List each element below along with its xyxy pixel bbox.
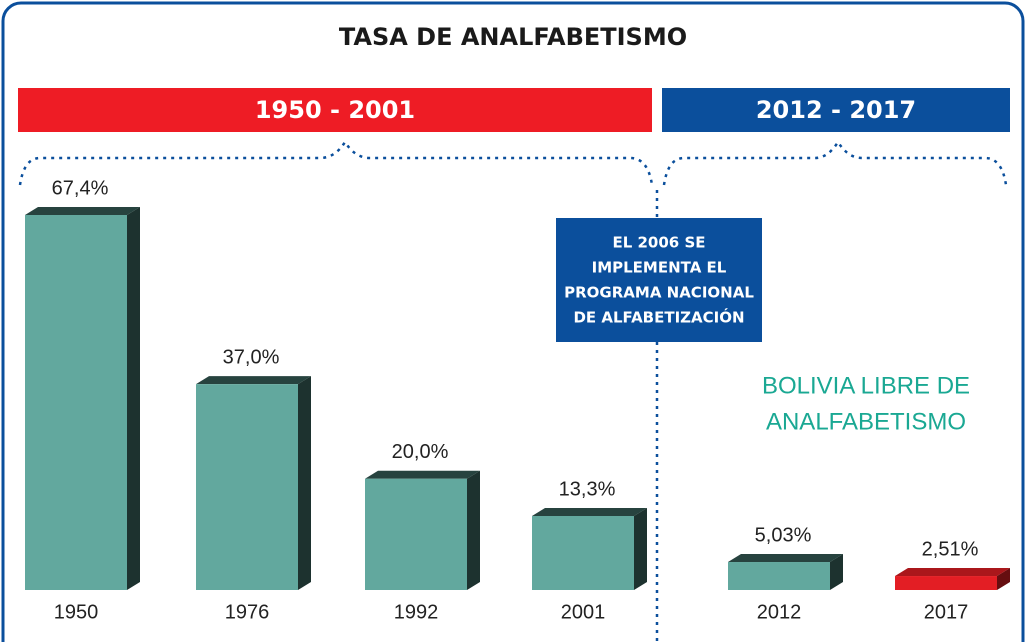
- value-label: 67,4%: [52, 177, 109, 199]
- bar-top: [532, 508, 647, 517]
- period-label: 2012 - 2017: [756, 96, 916, 124]
- bar-top: [895, 568, 1010, 577]
- value-label: 13,3%: [559, 478, 616, 500]
- bar: [532, 516, 634, 590]
- x-tick-label: 2012: [757, 601, 802, 623]
- bar-side: [830, 554, 843, 590]
- bar-side: [127, 207, 140, 590]
- bar: [728, 562, 830, 590]
- bar-top: [728, 554, 843, 563]
- period-band: [18, 88, 652, 132]
- note-box: [556, 218, 762, 342]
- bar: [895, 576, 997, 590]
- bar-side: [634, 508, 647, 590]
- value-label: 5,03%: [755, 524, 812, 546]
- chart-title: TASA DE ANALFABETISMO: [339, 23, 687, 51]
- x-tick-label: 2017: [924, 601, 969, 623]
- value-label: 2,51%: [922, 538, 979, 560]
- value-label: 37,0%: [223, 346, 280, 368]
- note-line: IMPLEMENTA EL: [592, 259, 727, 277]
- bar-top: [25, 207, 140, 215]
- note-line: DE ALFABETIZACIÓN: [573, 308, 744, 327]
- annotation-line: ANALFABETISMO: [766, 408, 966, 435]
- bar-side: [997, 568, 1010, 590]
- x-tick-label: 1976: [225, 601, 270, 623]
- period-label: 1950 - 2001: [255, 96, 415, 124]
- bar: [196, 384, 298, 590]
- bar: [25, 215, 127, 590]
- annotation-line: BOLIVIA LIBRE DE: [762, 372, 970, 399]
- x-tick-label: 1992: [394, 601, 439, 623]
- x-tick-label: 2001: [561, 601, 606, 623]
- bar-top: [196, 376, 311, 385]
- bar-side: [298, 376, 311, 590]
- bar: [365, 478, 467, 590]
- note-line: PROGRAMA NACIONAL: [564, 284, 754, 302]
- x-tick-label: 1950: [54, 601, 99, 623]
- bar-top: [365, 470, 480, 479]
- bar-side: [467, 470, 480, 590]
- value-label: 20,0%: [392, 441, 449, 463]
- note-line: EL 2006 SE: [612, 234, 705, 252]
- braces: [18, 139, 1008, 642]
- period-band: [662, 88, 1010, 132]
